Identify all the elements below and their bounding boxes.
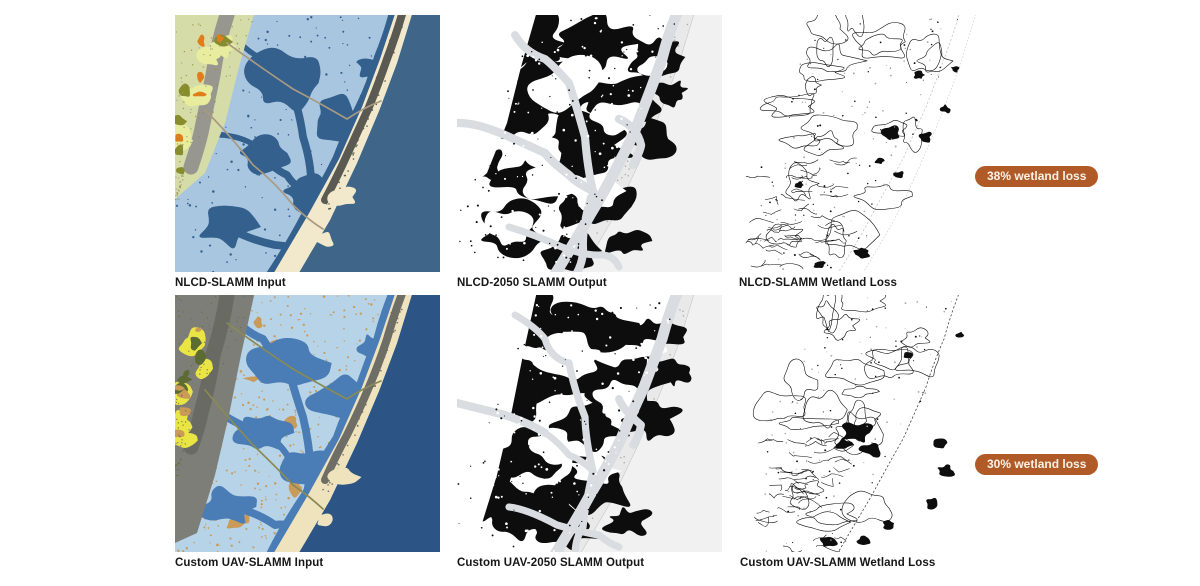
caption-uav-input: Custom UAV-SLAMM Input xyxy=(175,557,324,569)
map-nlcd-output-image xyxy=(457,15,722,272)
panel-uav-input xyxy=(175,295,440,552)
map-nlcd-wetland-loss-image xyxy=(739,15,1004,272)
wetland-loss-badge-uav: 30% wetland loss xyxy=(975,454,1099,475)
map-uav-wetland-loss-image xyxy=(739,295,1004,552)
panel-uav-output xyxy=(457,295,722,552)
map-uav-input-image xyxy=(175,295,440,552)
panel-nlcd-input xyxy=(175,15,440,272)
panel-nlcd-output xyxy=(457,15,722,272)
panel-uav-wetland-loss xyxy=(739,295,1004,552)
map-uav-output-image xyxy=(457,295,722,552)
panel-nlcd-wetland-loss xyxy=(739,15,1004,272)
caption-uav-wetland-loss: Custom UAV-SLAMM Wetland Loss xyxy=(740,557,936,569)
wetland-loss-badge-nlcd: 38% wetland loss xyxy=(975,166,1099,187)
map-nlcd-input-image xyxy=(175,15,440,272)
caption-nlcd-output: NLCD-2050 SLAMM Output xyxy=(457,277,607,289)
caption-nlcd-input: NLCD-SLAMM Input xyxy=(175,277,286,289)
caption-nlcd-wetland-loss: NLCD-SLAMM Wetland Loss xyxy=(739,277,897,289)
caption-uav-output: Custom UAV-2050 SLAMM Output xyxy=(457,557,645,569)
